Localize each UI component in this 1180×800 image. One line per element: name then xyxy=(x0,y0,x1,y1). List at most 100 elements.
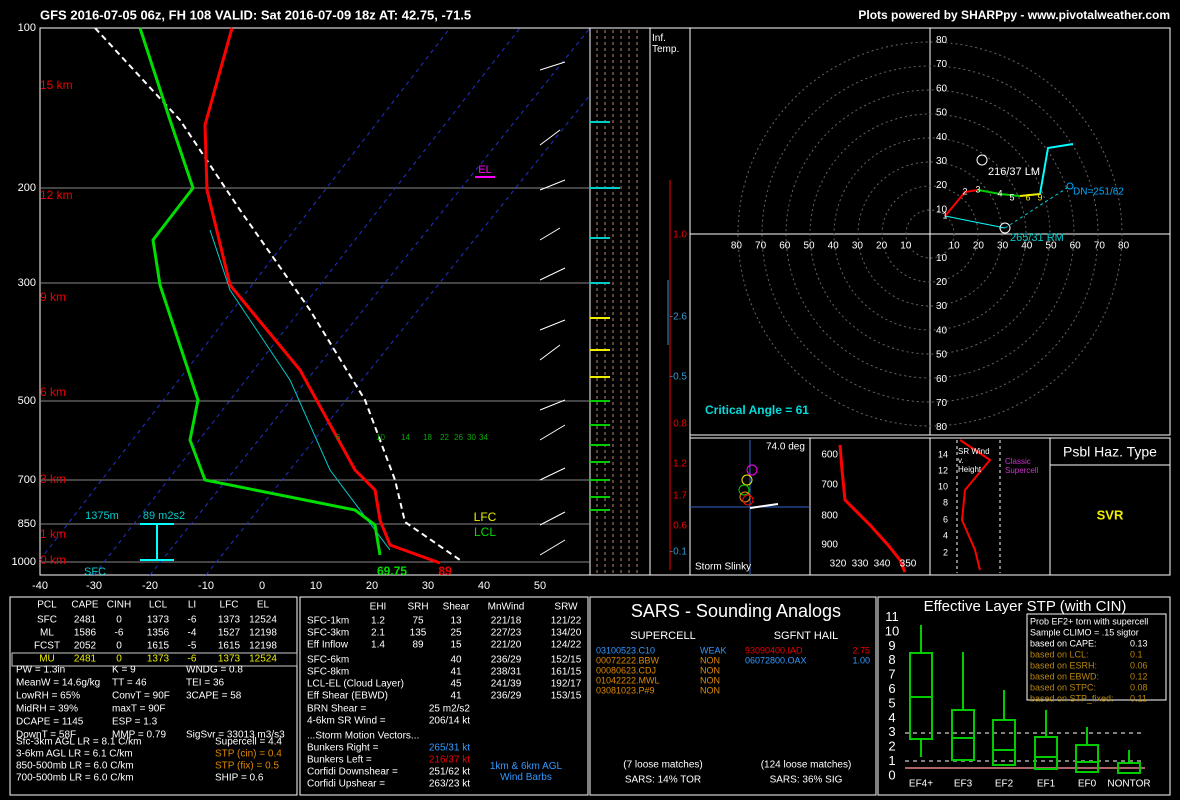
thermo-cell: 1615 xyxy=(218,641,241,652)
hodo-ring-label: 70 xyxy=(936,398,948,409)
thermo-cell: 12198 xyxy=(249,641,277,652)
sars-prob: SARS: 14% TOR xyxy=(625,775,701,786)
hodo-ring-label: 10 xyxy=(936,204,948,215)
hail-match: 93090400.IAD xyxy=(745,645,803,655)
kin-cell: 236/29 xyxy=(491,691,522,702)
thermo-cell: ML xyxy=(40,628,54,639)
kin-extra-value: 206/14 kt xyxy=(429,716,470,727)
kin-cell: 124/22 xyxy=(551,640,582,651)
sars-class: NON xyxy=(700,675,720,685)
stp-legend-label: based on STPC: xyxy=(1030,682,1096,692)
index: WNDG = 0.8 xyxy=(186,665,243,676)
kin-cell: 2.1 xyxy=(371,628,385,639)
eff-base: 1375m xyxy=(85,510,119,522)
motion-value: 216/37 kt xyxy=(429,755,470,766)
thermo-header: LFC xyxy=(220,600,239,611)
motion-label: Corfidi Downshear = xyxy=(307,767,398,778)
thetae-label: 330 xyxy=(852,559,869,570)
thermo-cell: 12524 xyxy=(249,654,277,665)
sars-frame xyxy=(589,596,877,796)
inf-temp-value: -0.5 xyxy=(670,372,688,383)
stp-boxes xyxy=(905,613,1167,774)
stp-ytick: 9 xyxy=(888,638,895,653)
hodo-ring-label: 10 xyxy=(936,253,948,264)
kin-cell: 13 xyxy=(450,616,462,627)
eff-srh: 89 m2s2 xyxy=(143,510,185,522)
kin-cell: 241/39 xyxy=(491,679,522,690)
thetae-label: 320 xyxy=(830,559,847,570)
pressure-label: 500 xyxy=(18,395,36,407)
motion-value: 265/31 kt xyxy=(429,743,470,754)
pressure-label: 100 xyxy=(18,22,36,34)
hodo-ring-label: 60 xyxy=(936,374,948,385)
kin-cell: 227/23 xyxy=(491,628,522,639)
sfc-dewpoint: 69.75 xyxy=(377,564,407,578)
hodo-ring-label: 80 xyxy=(731,241,743,252)
mixing-ratio-label: 18 xyxy=(423,433,432,442)
thermo-header: PCL xyxy=(37,600,57,611)
thermo-cell: 1373 xyxy=(147,615,170,626)
temp-label: -20 xyxy=(142,580,158,592)
hodo-ring-label: 30 xyxy=(852,241,864,252)
mixing-ratio-label: 6 xyxy=(336,433,341,442)
hodo-ring-label: 70 xyxy=(936,59,948,70)
thetae-label: 350 xyxy=(900,559,917,570)
hodo-ring-label: 30 xyxy=(936,301,948,312)
hodo-marker: 9 xyxy=(1037,192,1042,202)
mixing-ratio-label: 10 xyxy=(376,433,385,442)
temp-label: 20 xyxy=(366,580,378,592)
stp-legend-label: based on LCL: xyxy=(1030,649,1089,659)
temp-label: 50 xyxy=(534,580,546,592)
hodo-ring-label: 70 xyxy=(1094,241,1106,252)
composite: STP (cin) = 0.4 xyxy=(215,749,282,760)
right-mover: 265/31 RM xyxy=(1010,232,1064,244)
thermo-cell: 1373 xyxy=(218,615,241,626)
thermo-header: CAPE xyxy=(71,600,99,611)
motion-label: Corfidi Upshear = xyxy=(307,779,385,790)
thermo-cell: 0 xyxy=(116,641,122,652)
hodo-ring-label: 50 xyxy=(1045,241,1057,252)
kin-cell: 135 xyxy=(410,628,427,639)
stp-legend-value: 0.06 xyxy=(1130,660,1148,670)
kin-cell: 192/17 xyxy=(551,679,582,690)
pressure-label: 700 xyxy=(18,474,36,486)
sr-height: 14 xyxy=(938,449,948,459)
index: LowRH = 65% xyxy=(16,691,80,702)
thermo-cell: 1615 xyxy=(147,641,170,652)
motion-title: ...Storm Motion Vectors... xyxy=(307,731,419,742)
height-label: 6 km xyxy=(40,385,66,399)
hodo-ring-label: 30 xyxy=(997,241,1009,252)
hazard-title: Psbl Haz. Type xyxy=(1063,444,1157,460)
stp-legend-label: based on EBWD: xyxy=(1030,671,1099,681)
thermo-cell: FCST xyxy=(34,641,60,652)
sars-class: NON xyxy=(700,655,720,665)
index: MidRH = 39% xyxy=(16,704,78,715)
thermo-cell: 0 xyxy=(116,654,122,665)
mixing-ratio-label: 26 xyxy=(454,433,463,442)
stp-category: EF1 xyxy=(1037,779,1056,790)
sr-height: 6 xyxy=(943,514,948,524)
hodo-ring-label: 10 xyxy=(900,241,912,252)
kin-cell: 15 xyxy=(450,640,462,651)
height-label: 15 km xyxy=(40,78,73,92)
title: GFS 2016-07-05 06z, FH 108 VALID: Sat 20… xyxy=(40,7,471,22)
motion-value: 251/62 kt xyxy=(429,767,470,778)
index: MeanW = 14.6g/kg xyxy=(16,678,100,689)
thermo-cell: 1373 xyxy=(147,654,170,665)
stp-legend-label: based on ESRH: xyxy=(1030,660,1097,670)
lapse-rate: 700-500mb LR = 6.0 C/km xyxy=(16,773,134,784)
stp-ytick: 1 xyxy=(888,753,895,768)
kin-cell: LCL-EL (Cloud Layer) xyxy=(307,679,404,690)
sars-match: 01042222.MWL xyxy=(596,675,660,685)
thermo-cell: MU xyxy=(39,654,55,665)
hazard-value: SVR xyxy=(1097,507,1124,522)
temp-label: -10 xyxy=(198,580,214,592)
slinky-title: Storm Slinky xyxy=(695,562,751,573)
kin-cell: 238/31 xyxy=(491,667,522,678)
thetae-pressure: 600 xyxy=(821,450,838,461)
stp-frame xyxy=(877,596,1171,796)
mixing-ratio-label: 22 xyxy=(440,433,449,442)
hodo-ring-label: 80 xyxy=(936,35,948,46)
kin-cell: 236/29 xyxy=(491,655,522,666)
kin-cell: 89 xyxy=(412,640,424,651)
